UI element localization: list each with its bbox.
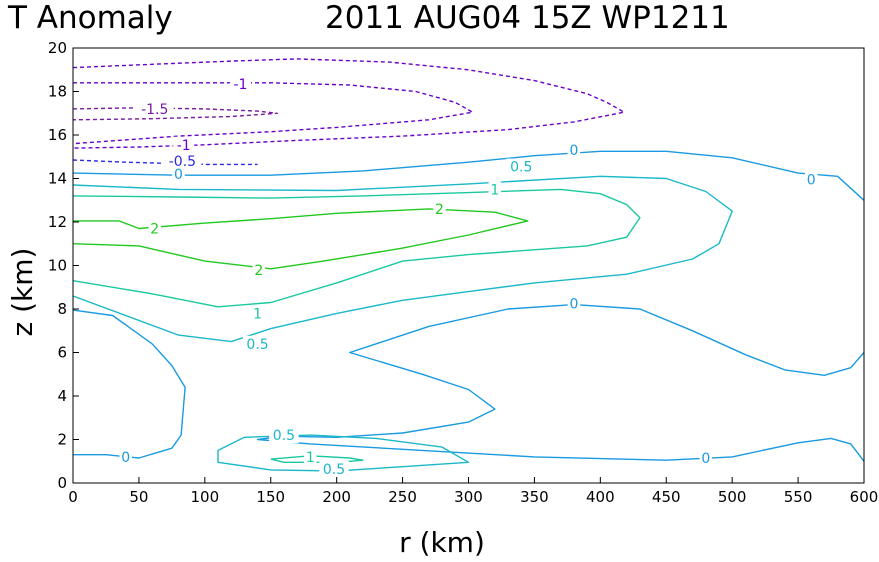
- contour-label: 0.5: [323, 462, 345, 478]
- contour-line-level-0: [256, 303, 865, 462]
- contour-label: 0.5: [510, 160, 532, 176]
- x-tick-label: 500: [718, 488, 747, 506]
- x-tick-label: 150: [256, 488, 285, 506]
- x-axis-label: r (km): [399, 526, 485, 558]
- contour-label-background: [173, 136, 195, 153]
- x-tick-label: 300: [454, 488, 483, 506]
- contour-label: -0.5: [169, 154, 196, 170]
- contour-label: 0.5: [273, 428, 295, 444]
- contour-label-background: [242, 335, 273, 352]
- contour-label-background: [319, 460, 349, 477]
- y-tick-label: 8: [57, 300, 67, 318]
- contour-label-background: [304, 448, 317, 465]
- x-tick-label: 50: [129, 488, 148, 506]
- contour-label: 0: [570, 297, 579, 313]
- contour-label-background: [506, 158, 536, 175]
- chart-subtitle: 2011 AUG04 15Z WP1211: [325, 0, 730, 36]
- x-tick-label: 600: [850, 488, 879, 506]
- x-tick-label: 350: [520, 488, 549, 506]
- contour-label: 2: [254, 263, 263, 279]
- contour-label: -1: [177, 138, 191, 154]
- x-tick-label: 550: [784, 488, 813, 506]
- contour-line-level-neg1: [72, 58, 625, 149]
- contour-line-level-2: [72, 208, 529, 270]
- contour-label-background: [163, 153, 202, 170]
- contour-label-background: [148, 220, 161, 237]
- y-tick-label: 6: [57, 344, 67, 362]
- y-axis-label: z (km): [6, 248, 39, 337]
- contour-line-level-0p5: [72, 175, 733, 343]
- y-tick-label: 4: [57, 387, 67, 405]
- contour-label-background: [251, 305, 264, 322]
- contour-label-background: [433, 200, 446, 217]
- x-tick-label: 0: [68, 488, 78, 506]
- contour-label: -1.5: [141, 102, 168, 118]
- contour-label: 1: [253, 306, 262, 322]
- contour-label: 0: [701, 451, 710, 467]
- contour-label: 1: [490, 182, 499, 198]
- contour-line-level-1: [72, 188, 641, 308]
- x-tick-label: 400: [586, 488, 615, 506]
- axis-ticks: 0 50 100 150 200 250 300 350 400 450 500 550 6000246…: [48, 39, 878, 506]
- y-tick-label: 0: [57, 474, 67, 492]
- contour-label: 2: [435, 202, 444, 218]
- contour-label-background: [135, 100, 174, 117]
- contour-label: 0: [174, 167, 183, 183]
- x-tick-label: 250: [388, 488, 417, 506]
- y-tick-label: 2: [57, 431, 67, 449]
- chart-title: T Anomaly: [7, 0, 173, 36]
- contour-label-background: [699, 449, 713, 466]
- contour-label: 0.5: [246, 337, 268, 353]
- contour-line-level-1: [270, 455, 364, 463]
- contour-label-background: [567, 142, 581, 159]
- y-tick-label: 20: [48, 39, 67, 57]
- contour-line-level-neg1: [72, 82, 474, 145]
- contour-line-level-0: [72, 150, 865, 201]
- y-tick-label: 14: [48, 170, 67, 188]
- y-tick-label: 16: [48, 126, 67, 144]
- x-tick-label: 450: [652, 488, 681, 506]
- contour-label: 0: [807, 173, 816, 189]
- contour-label-background: [805, 171, 818, 188]
- contour-label-background: [172, 166, 185, 183]
- x-tick-label: 100: [191, 488, 220, 506]
- contour-label-background: [229, 75, 251, 92]
- contour-label: 2: [150, 222, 159, 238]
- contour-line-level-neg1p5: [72, 107, 278, 121]
- contour-label: -1: [233, 77, 247, 93]
- contour-label: 1: [306, 450, 315, 466]
- y-tick-label: 10: [48, 257, 67, 275]
- contour-label: 0: [570, 143, 579, 159]
- contour-label-background: [252, 261, 266, 278]
- contour-label-background: [488, 181, 502, 198]
- contour-label-background: [269, 427, 299, 444]
- contour-label-background: [119, 448, 132, 465]
- contour-label: 0: [121, 450, 130, 466]
- y-tick-label: 18: [48, 83, 67, 101]
- contour-lines: [72, 58, 865, 472]
- contour-line-level-0: [72, 309, 186, 459]
- x-tick-label: 200: [322, 488, 351, 506]
- contour-label-background: [567, 295, 581, 312]
- y-tick-label: 12: [48, 213, 67, 231]
